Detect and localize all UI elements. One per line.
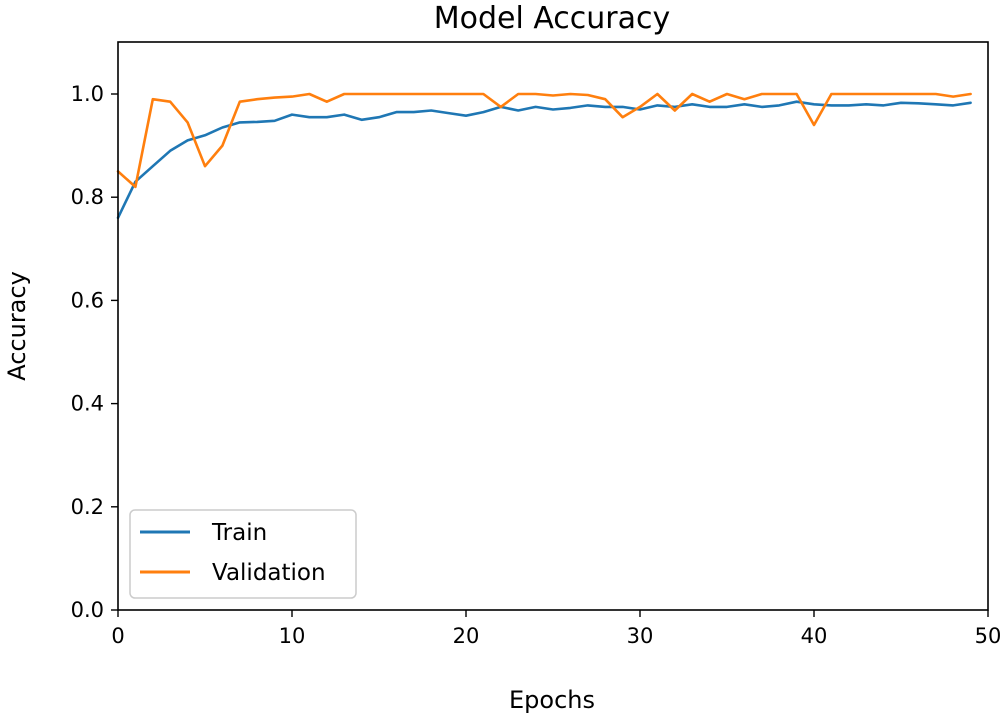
x-tick-label: 0	[111, 624, 124, 648]
y-tick-label: 0.8	[71, 185, 104, 209]
y-tick-label: 0.6	[71, 288, 104, 312]
x-tick-label: 50	[975, 624, 1002, 648]
series-line-train	[116, 100, 972, 220]
series-lines	[116, 92, 972, 220]
legend-label-train: Train	[211, 520, 267, 546]
y-tick-label: 0.4	[71, 392, 104, 416]
legend: Train Validation	[129, 509, 357, 599]
axis-ticks: 0 10 20 30 40 50 0.0 0.2 0.4 0.6 0.8 1.0	[71, 82, 1002, 648]
y-tick-label: 1.0	[71, 82, 104, 106]
x-tick-label: 40	[801, 624, 828, 648]
series-line-validation	[116, 92, 972, 189]
plot-frame	[117, 41, 989, 611]
y-tick-label: 0.2	[71, 495, 104, 519]
y-tick-label: 0.0	[71, 598, 104, 622]
x-axis-label: Epochs	[509, 686, 595, 714]
legend-label-validation: Validation	[212, 560, 326, 586]
x-tick-label: 30	[627, 624, 654, 648]
y-axis-label: Accuracy	[3, 271, 31, 381]
chart-title: Model Accuracy	[434, 1, 671, 36]
x-tick-label: 20	[453, 624, 480, 648]
x-tick-label: 10	[279, 624, 306, 648]
